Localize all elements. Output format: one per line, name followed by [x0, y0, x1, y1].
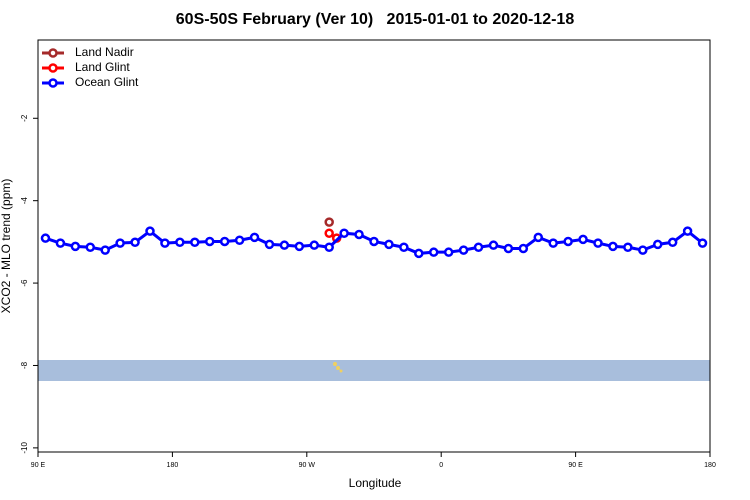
point — [309, 240, 320, 250]
point — [414, 248, 424, 259]
point — [578, 234, 588, 245]
land-dot — [333, 362, 337, 366]
point — [219, 236, 230, 247]
map-strip — [38, 360, 710, 381]
legend-label: Ocean Glint — [75, 75, 139, 89]
x-tick-label: 180 — [704, 462, 716, 469]
point — [324, 228, 334, 238]
point — [503, 243, 514, 254]
point — [115, 238, 125, 248]
point — [354, 229, 364, 240]
point — [667, 237, 678, 248]
point — [623, 242, 633, 252]
point — [548, 238, 558, 248]
point — [70, 241, 81, 252]
legend-marker — [48, 78, 58, 88]
point — [384, 239, 394, 250]
point — [294, 241, 305, 252]
x-tick-label: 90 W — [299, 462, 316, 469]
point — [249, 232, 260, 243]
point — [473, 242, 484, 252]
legend-marker — [48, 63, 58, 73]
point — [85, 242, 96, 252]
point — [264, 239, 275, 250]
point — [593, 238, 603, 248]
chart-title: 60S-50S February (Ver 10) 2015-01-01 to … — [176, 11, 575, 28]
point — [100, 245, 110, 255]
point — [190, 237, 200, 248]
y-tick-label: -8 — [20, 361, 29, 369]
point — [458, 245, 469, 255]
land-dot — [336, 366, 340, 370]
point — [638, 245, 648, 255]
point — [279, 240, 290, 250]
plot-frame — [37, 39, 711, 453]
point — [488, 240, 499, 250]
point — [55, 238, 66, 248]
y-axis-label: XCO2 - MLO trend (ppm) — [0, 179, 13, 314]
point — [204, 236, 215, 247]
point — [369, 236, 379, 247]
y-tick-label: -6 — [20, 279, 29, 287]
legend-marker — [48, 48, 58, 58]
x-axis-label: Longitude — [349, 476, 402, 490]
point — [443, 247, 454, 257]
x-tick-label: 90 E — [568, 462, 583, 469]
point — [40, 233, 51, 243]
land-dot — [339, 369, 343, 373]
point — [324, 242, 334, 252]
point — [234, 235, 245, 245]
point — [428, 247, 439, 257]
x-tick-label: 180 — [167, 462, 179, 469]
point — [324, 217, 334, 227]
point — [608, 241, 618, 252]
point — [145, 226, 155, 236]
point — [682, 226, 693, 236]
point — [563, 236, 573, 247]
point — [339, 228, 349, 238]
point — [697, 238, 708, 248]
x-tick-label: 90 E — [31, 462, 46, 469]
point — [533, 232, 544, 243]
point — [399, 242, 409, 252]
point — [130, 237, 140, 248]
point — [175, 237, 185, 248]
point — [652, 239, 663, 250]
y-tick-label: -4 — [20, 197, 29, 205]
y-tick-label: -2 — [20, 114, 29, 122]
legend-label: Land Glint — [75, 60, 130, 74]
point — [160, 238, 170, 248]
point — [518, 243, 529, 254]
y-tick-label: -10 — [20, 442, 29, 454]
x-tick-label: 0 — [439, 462, 443, 469]
legend-label: Land Nadir — [75, 45, 134, 59]
